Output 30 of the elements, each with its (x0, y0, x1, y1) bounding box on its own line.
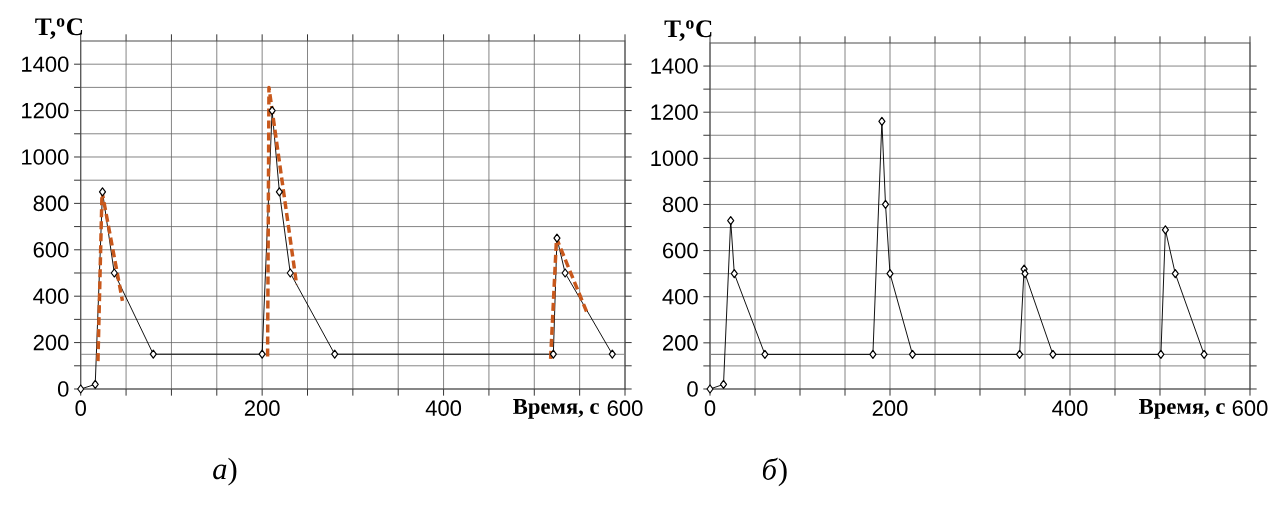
x-tick-label: 400 (1052, 400, 1088, 416)
text: а) (213, 457, 237, 486)
x-tick-label: 0 (75, 400, 86, 416)
x-tick-label: 600 (1232, 400, 1268, 416)
y-tick-label: 1400 (22, 56, 69, 72)
y-tick-label: 400 (662, 288, 698, 305)
x-tick-label: 400 (425, 400, 462, 416)
y-tick-label: 600 (663, 242, 698, 259)
y-tick-label: 400 (33, 288, 69, 304)
y-axis-title: T,$^{o}$C (664, 20, 712, 41)
y-tick-label: 1400 (651, 58, 698, 74)
x-tick-label: 0 (704, 400, 716, 416)
y-tick-label: 1200 (22, 102, 69, 119)
y-tick-label: 1000 (651, 150, 698, 167)
y-tick-label: 0 (57, 381, 69, 397)
y-tick-label: 1200 (651, 104, 698, 120)
y-tick-label: 200 (663, 335, 698, 351)
y-tick-label: 0 (687, 381, 698, 397)
y-tick-label: 800 (662, 196, 698, 213)
y-tick-label: 200 (33, 334, 69, 351)
y-axis-title: T,$^{o}$C (35, 18, 83, 39)
x-axis-title: Время, с (513, 399, 599, 419)
x-tick-label: 200 (872, 400, 908, 416)
y-tick-label: 800 (33, 195, 69, 212)
y-tick-label: 1000 (22, 149, 69, 165)
text: б) (762, 457, 787, 487)
x-tick-label: 600 (607, 400, 643, 416)
y-tick-label: 600 (33, 241, 69, 258)
x-tick-label: 200 (244, 400, 280, 416)
x-axis-title: Время, с (1138, 399, 1225, 419)
